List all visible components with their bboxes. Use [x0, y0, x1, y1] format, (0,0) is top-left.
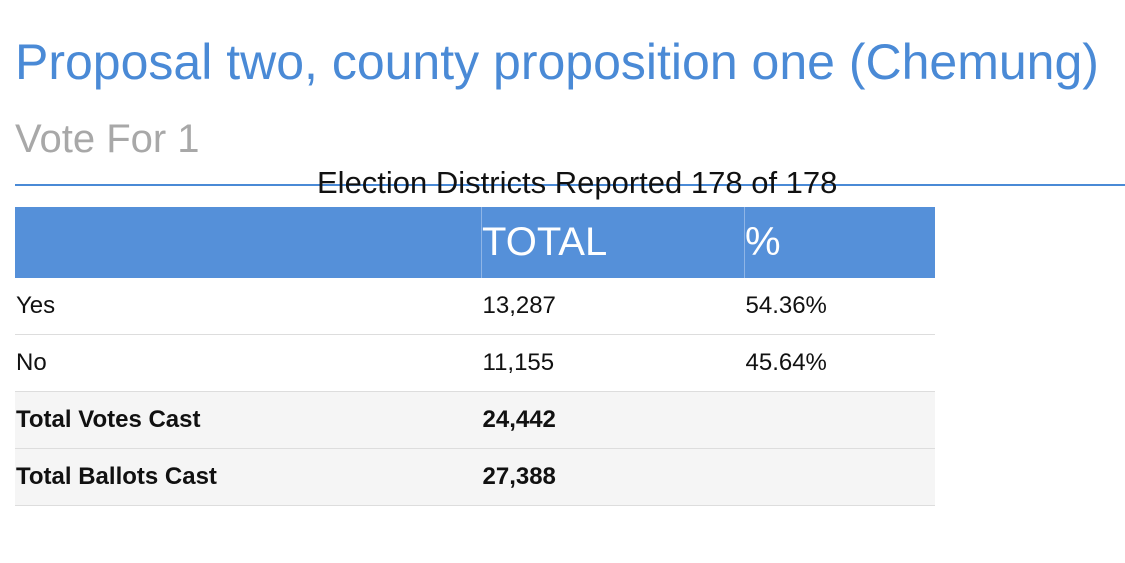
cell: 11,155 — [481, 334, 745, 392]
cell: 45.64% — [744, 334, 935, 392]
cell: 13,287 — [481, 278, 745, 335]
header-cell: % — [744, 207, 935, 278]
cell: 24,442 — [481, 391, 745, 449]
row: Yes 13,287 54.36% — [15, 278, 935, 335]
cell: Total Ballots Cast — [15, 448, 482, 506]
cell — [744, 448, 935, 506]
cell — [744, 391, 935, 449]
results-table: TOTAL % Yes 13,287 54.36% No 11,155 45.6… — [15, 207, 935, 506]
header-row: TOTAL % — [15, 207, 935, 278]
cell: 27,388 — [481, 448, 745, 506]
row: No 11,155 45.64% — [15, 334, 935, 392]
header-cell — [15, 207, 482, 278]
districts-reported: Election Districts Reported 178 of 178 — [317, 165, 838, 200]
header-cell: TOTAL — [481, 207, 745, 278]
row: Total Ballots Cast 27,388 — [15, 448, 935, 506]
cell: Yes — [15, 278, 482, 335]
title: Proposal two, county proposition one (Ch… — [15, 34, 1099, 90]
divider — [15, 184, 1125, 186]
cell: 54.36% — [744, 278, 935, 335]
cell: No — [15, 334, 482, 392]
subtitle: Vote For 1 — [15, 117, 200, 161]
row: Total Votes Cast 24,442 — [15, 391, 935, 449]
cell: Total Votes Cast — [15, 391, 482, 449]
